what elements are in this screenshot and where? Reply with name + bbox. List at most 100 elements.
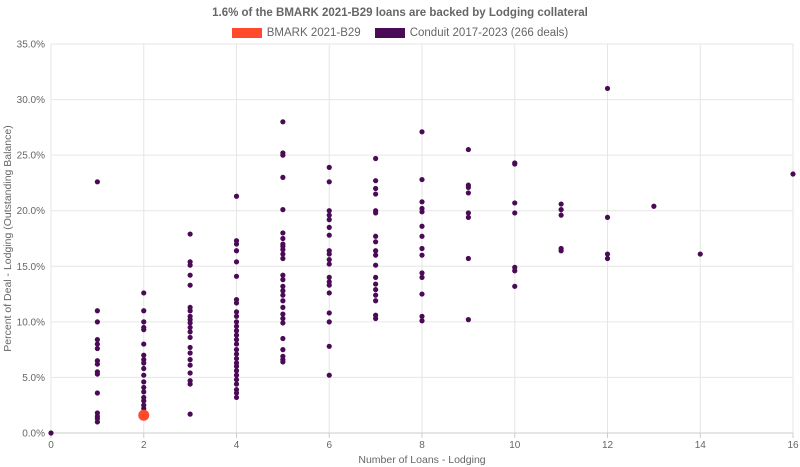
conduit-point bbox=[280, 272, 286, 278]
conduit-point bbox=[187, 381, 193, 387]
conduit-point bbox=[326, 372, 332, 378]
conduit-point bbox=[465, 190, 471, 196]
conduit-point bbox=[233, 319, 240, 325]
conduit-point bbox=[280, 230, 286, 236]
legend-item-conduit[interactable]: Conduit 2017-2023 (266 deals) bbox=[374, 27, 568, 39]
conduit-point bbox=[141, 405, 147, 412]
conduit-point bbox=[233, 337, 240, 343]
x-tick-label: 6 bbox=[326, 440, 332, 451]
conduit-point bbox=[558, 201, 564, 207]
conduit-point bbox=[94, 341, 100, 347]
conduit-point bbox=[141, 398, 147, 404]
conduit-point bbox=[419, 313, 425, 319]
x-tick-label: 14 bbox=[695, 440, 707, 451]
conduit-point bbox=[280, 304, 286, 311]
conduit-point bbox=[512, 268, 518, 274]
conduit-point bbox=[233, 328, 240, 334]
conduit-point bbox=[512, 200, 518, 206]
conduit-point bbox=[280, 235, 286, 242]
conduit-point bbox=[419, 176, 425, 183]
conduit-point bbox=[233, 377, 240, 383]
series-conduit bbox=[48, 85, 796, 436]
conduit-point bbox=[326, 164, 332, 170]
conduit-point bbox=[790, 171, 796, 177]
conduit-point bbox=[48, 430, 54, 436]
conduit-point bbox=[187, 329, 193, 335]
conduit-point bbox=[604, 251, 611, 257]
conduit-point bbox=[94, 337, 100, 343]
conduit-point bbox=[187, 362, 193, 368]
conduit-point bbox=[94, 419, 100, 425]
legend-item-bmark[interactable]: BMARK 2021-B29 bbox=[231, 27, 361, 39]
conduit-point bbox=[233, 372, 240, 378]
conduit-point bbox=[141, 308, 147, 314]
conduit-point bbox=[233, 341, 240, 347]
conduit-point bbox=[141, 365, 147, 372]
conduit-point bbox=[187, 320, 193, 326]
conduit-point bbox=[419, 209, 425, 215]
conduit-point bbox=[465, 184, 471, 190]
conduit-point bbox=[233, 323, 240, 329]
conduit-point bbox=[373, 210, 379, 216]
conduit-point bbox=[187, 357, 193, 363]
conduit-point bbox=[419, 252, 425, 258]
x-tick-label: 16 bbox=[787, 440, 799, 451]
conduit-point bbox=[512, 283, 518, 289]
conduit-point bbox=[233, 355, 240, 362]
conduit-point bbox=[604, 255, 611, 262]
conduit-point bbox=[280, 288, 286, 294]
conduit-point bbox=[187, 282, 193, 288]
conduit-point bbox=[373, 298, 379, 304]
conduit-point bbox=[326, 224, 332, 230]
conduit-point bbox=[187, 272, 193, 278]
conduit-point bbox=[280, 251, 286, 257]
conduit-point bbox=[94, 390, 100, 396]
conduit-point bbox=[326, 282, 332, 288]
conduit-point bbox=[326, 274, 332, 280]
legend-swatch-conduit bbox=[374, 28, 405, 38]
conduit-point bbox=[326, 343, 332, 349]
x-tick-label: 12 bbox=[602, 440, 614, 451]
series-bmark bbox=[138, 409, 150, 421]
conduit-point bbox=[280, 347, 286, 353]
conduit-point bbox=[651, 203, 657, 209]
conduit-point bbox=[233, 390, 240, 396]
conduit-point bbox=[326, 310, 332, 316]
bmark-point bbox=[138, 409, 150, 421]
conduit-point bbox=[94, 371, 100, 377]
conduit-point bbox=[373, 248, 379, 254]
conduit-point bbox=[187, 334, 193, 341]
conduit-point bbox=[141, 360, 147, 366]
conduit-point bbox=[187, 370, 193, 376]
conduit-point bbox=[419, 199, 425, 205]
y-tick-label: 25.0% bbox=[17, 151, 45, 162]
conduit-point bbox=[419, 270, 425, 276]
conduit-point bbox=[326, 257, 332, 263]
conduit-point bbox=[187, 308, 193, 314]
conduit-point bbox=[141, 327, 147, 333]
x-tick-label: 8 bbox=[419, 440, 425, 451]
y-tick-label: 10.0% bbox=[17, 317, 45, 328]
legend-label-bmark: BMARK 2021-B29 bbox=[266, 27, 361, 39]
conduit-point bbox=[233, 241, 240, 247]
conduit-point bbox=[465, 210, 471, 216]
x-tick-label: 4 bbox=[234, 440, 240, 451]
conduit-point bbox=[419, 223, 425, 229]
conduit-point bbox=[465, 146, 471, 153]
conduit-point bbox=[326, 208, 332, 214]
conduit-point bbox=[373, 191, 379, 197]
conduit-point bbox=[233, 363, 240, 369]
conduit-point bbox=[280, 315, 286, 322]
conduit-point bbox=[141, 341, 147, 347]
conduit-point bbox=[233, 259, 240, 265]
conduit-point bbox=[187, 411, 193, 417]
conduit-point bbox=[558, 212, 564, 218]
conduit-point bbox=[233, 347, 240, 353]
conduit-point bbox=[280, 335, 286, 342]
conduit-point bbox=[141, 389, 147, 395]
conduit-point bbox=[94, 345, 100, 352]
conduit-point bbox=[94, 319, 100, 325]
conduit-point bbox=[187, 344, 193, 351]
